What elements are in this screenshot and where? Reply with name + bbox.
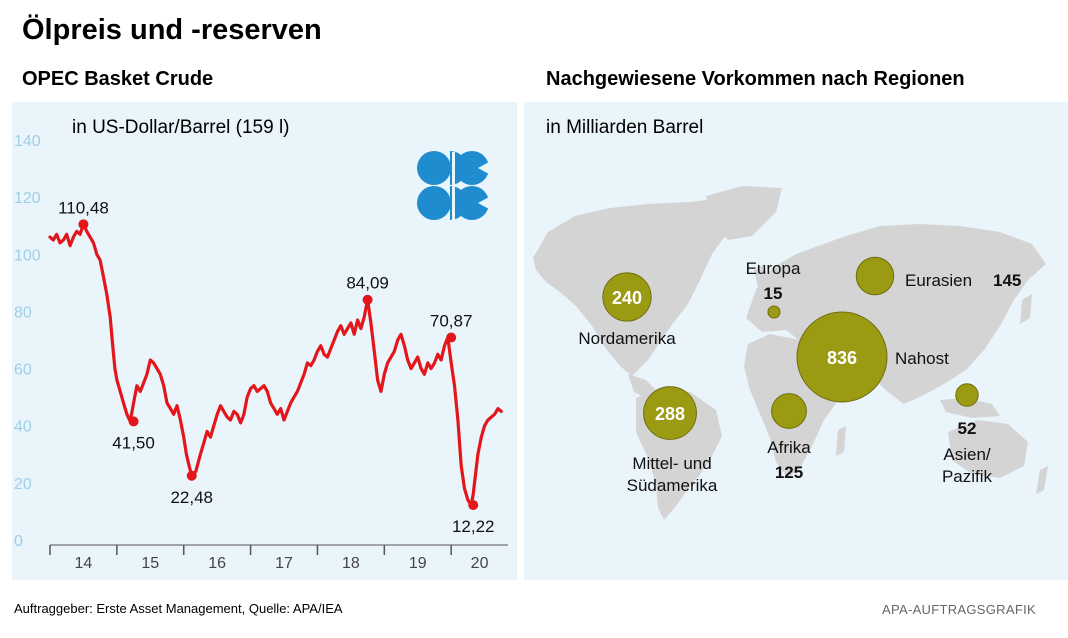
region-value-afrika: 125	[775, 463, 803, 482]
annotation-label-5: 12,22	[452, 517, 495, 536]
series-line-0	[48, 222, 503, 507]
y-tick-label-40: 40	[14, 419, 32, 436]
opec-logo-notch-bottom	[478, 197, 489, 209]
y-tick-label-0: 0	[14, 533, 23, 550]
x-tick-label-16: 16	[208, 555, 226, 572]
map-indonesia	[940, 398, 1000, 418]
region-label-eurasien: Eurasien	[905, 271, 972, 290]
region-label-afrika: Afrika	[767, 438, 811, 457]
bubble-europa	[767, 305, 781, 319]
x-tick-label-17: 17	[275, 555, 293, 572]
y-tick-label-120: 120	[14, 190, 41, 207]
annotation-marker-3	[362, 294, 373, 305]
y-tick-label-20: 20	[14, 476, 32, 493]
bubble-nahost	[796, 311, 888, 403]
footer-credit: APA-AUFTRAGSGRAFIK	[882, 602, 1036, 617]
x-tick-label-20: 20	[471, 555, 489, 572]
annotation-label-0: 110,48	[58, 198, 109, 217]
opec-logo-icon	[417, 151, 489, 220]
map-japan	[1020, 294, 1032, 324]
bubble-afrika	[771, 393, 807, 429]
bubble-asien-pazifik	[955, 383, 979, 407]
bubble-value-nahost: 836	[827, 348, 857, 368]
annotation-label-4: 70,87	[430, 312, 473, 331]
region-label-mittel-und-s-damerika-1: Mittel- und	[632, 454, 711, 473]
region-value-europa: 15	[764, 284, 783, 303]
map-australia	[948, 420, 1028, 478]
annotation-marker-4	[446, 332, 457, 343]
map-unit: in Milliarden Barrel	[546, 117, 704, 138]
bubble-value-mittel-und-s-damerika: 288	[655, 404, 685, 424]
y-tick-label-140: 140	[14, 133, 41, 150]
region-value-eurasien: 145	[993, 271, 1021, 290]
y-tick-label-60: 60	[14, 362, 32, 379]
region-label-asien-pazifik-2: Pazifik	[942, 467, 993, 486]
annotation-marker-5	[468, 500, 479, 511]
annotation-marker-2	[186, 470, 197, 481]
opec-logo-notch-top	[478, 162, 489, 174]
region-value-asien-pazifik: 52	[958, 419, 977, 438]
map-uk	[754, 264, 768, 288]
map-greenland	[706, 186, 782, 240]
y-tick-label-100: 100	[14, 247, 41, 264]
line-chart-title: OPEC Basket Crude	[22, 68, 214, 90]
map-eurasia	[746, 224, 1046, 404]
y-tick-label-80: 80	[14, 304, 32, 321]
map-madagascar	[836, 426, 846, 456]
page-title: Ölpreis und -reserven	[22, 14, 322, 46]
region-label-nordamerika: Nordamerika	[578, 329, 676, 348]
region-label-nahost: Nahost	[895, 349, 949, 368]
annotation-marker-0	[78, 219, 89, 230]
footer-source: Auftraggeber: Erste Asset Management, Qu…	[14, 601, 343, 616]
opec-logo-circle-bl	[417, 186, 451, 220]
annotation-label-3: 84,09	[346, 274, 389, 293]
bubble-mittel-und-s-damerika	[643, 386, 697, 440]
x-tick-label-14: 14	[75, 555, 93, 572]
region-label-europa: Europa	[746, 259, 801, 278]
x-tick-label-18: 18	[342, 555, 360, 572]
opec-logo-circle-tr	[455, 151, 489, 185]
annotation-label-1: 41,50	[112, 433, 155, 452]
line-chart-unit: in US-Dollar/Barrel (159 l)	[72, 117, 290, 138]
annotation-marker-1	[128, 416, 139, 427]
opec-logo-circle-br	[455, 186, 489, 220]
map-title: Nachgewiesene Vorkommen nach Regionen	[546, 68, 965, 90]
bubble-eurasien	[855, 256, 895, 296]
annotation-label-2: 22,48	[170, 488, 213, 507]
x-tick-label-19: 19	[409, 555, 427, 572]
map-new-zealand	[1036, 466, 1048, 494]
x-tick-label-15: 15	[141, 555, 159, 572]
region-label-asien-pazifik-1: Asien/	[943, 445, 991, 464]
opec-logo-gap	[452, 152, 455, 220]
opec-logo-circle-tl	[417, 151, 451, 185]
bubble-nordamerika	[602, 272, 652, 322]
region-label-mittel-und-s-damerika-2: Südamerika	[627, 476, 718, 495]
bubble-value-nordamerika: 240	[612, 288, 642, 308]
